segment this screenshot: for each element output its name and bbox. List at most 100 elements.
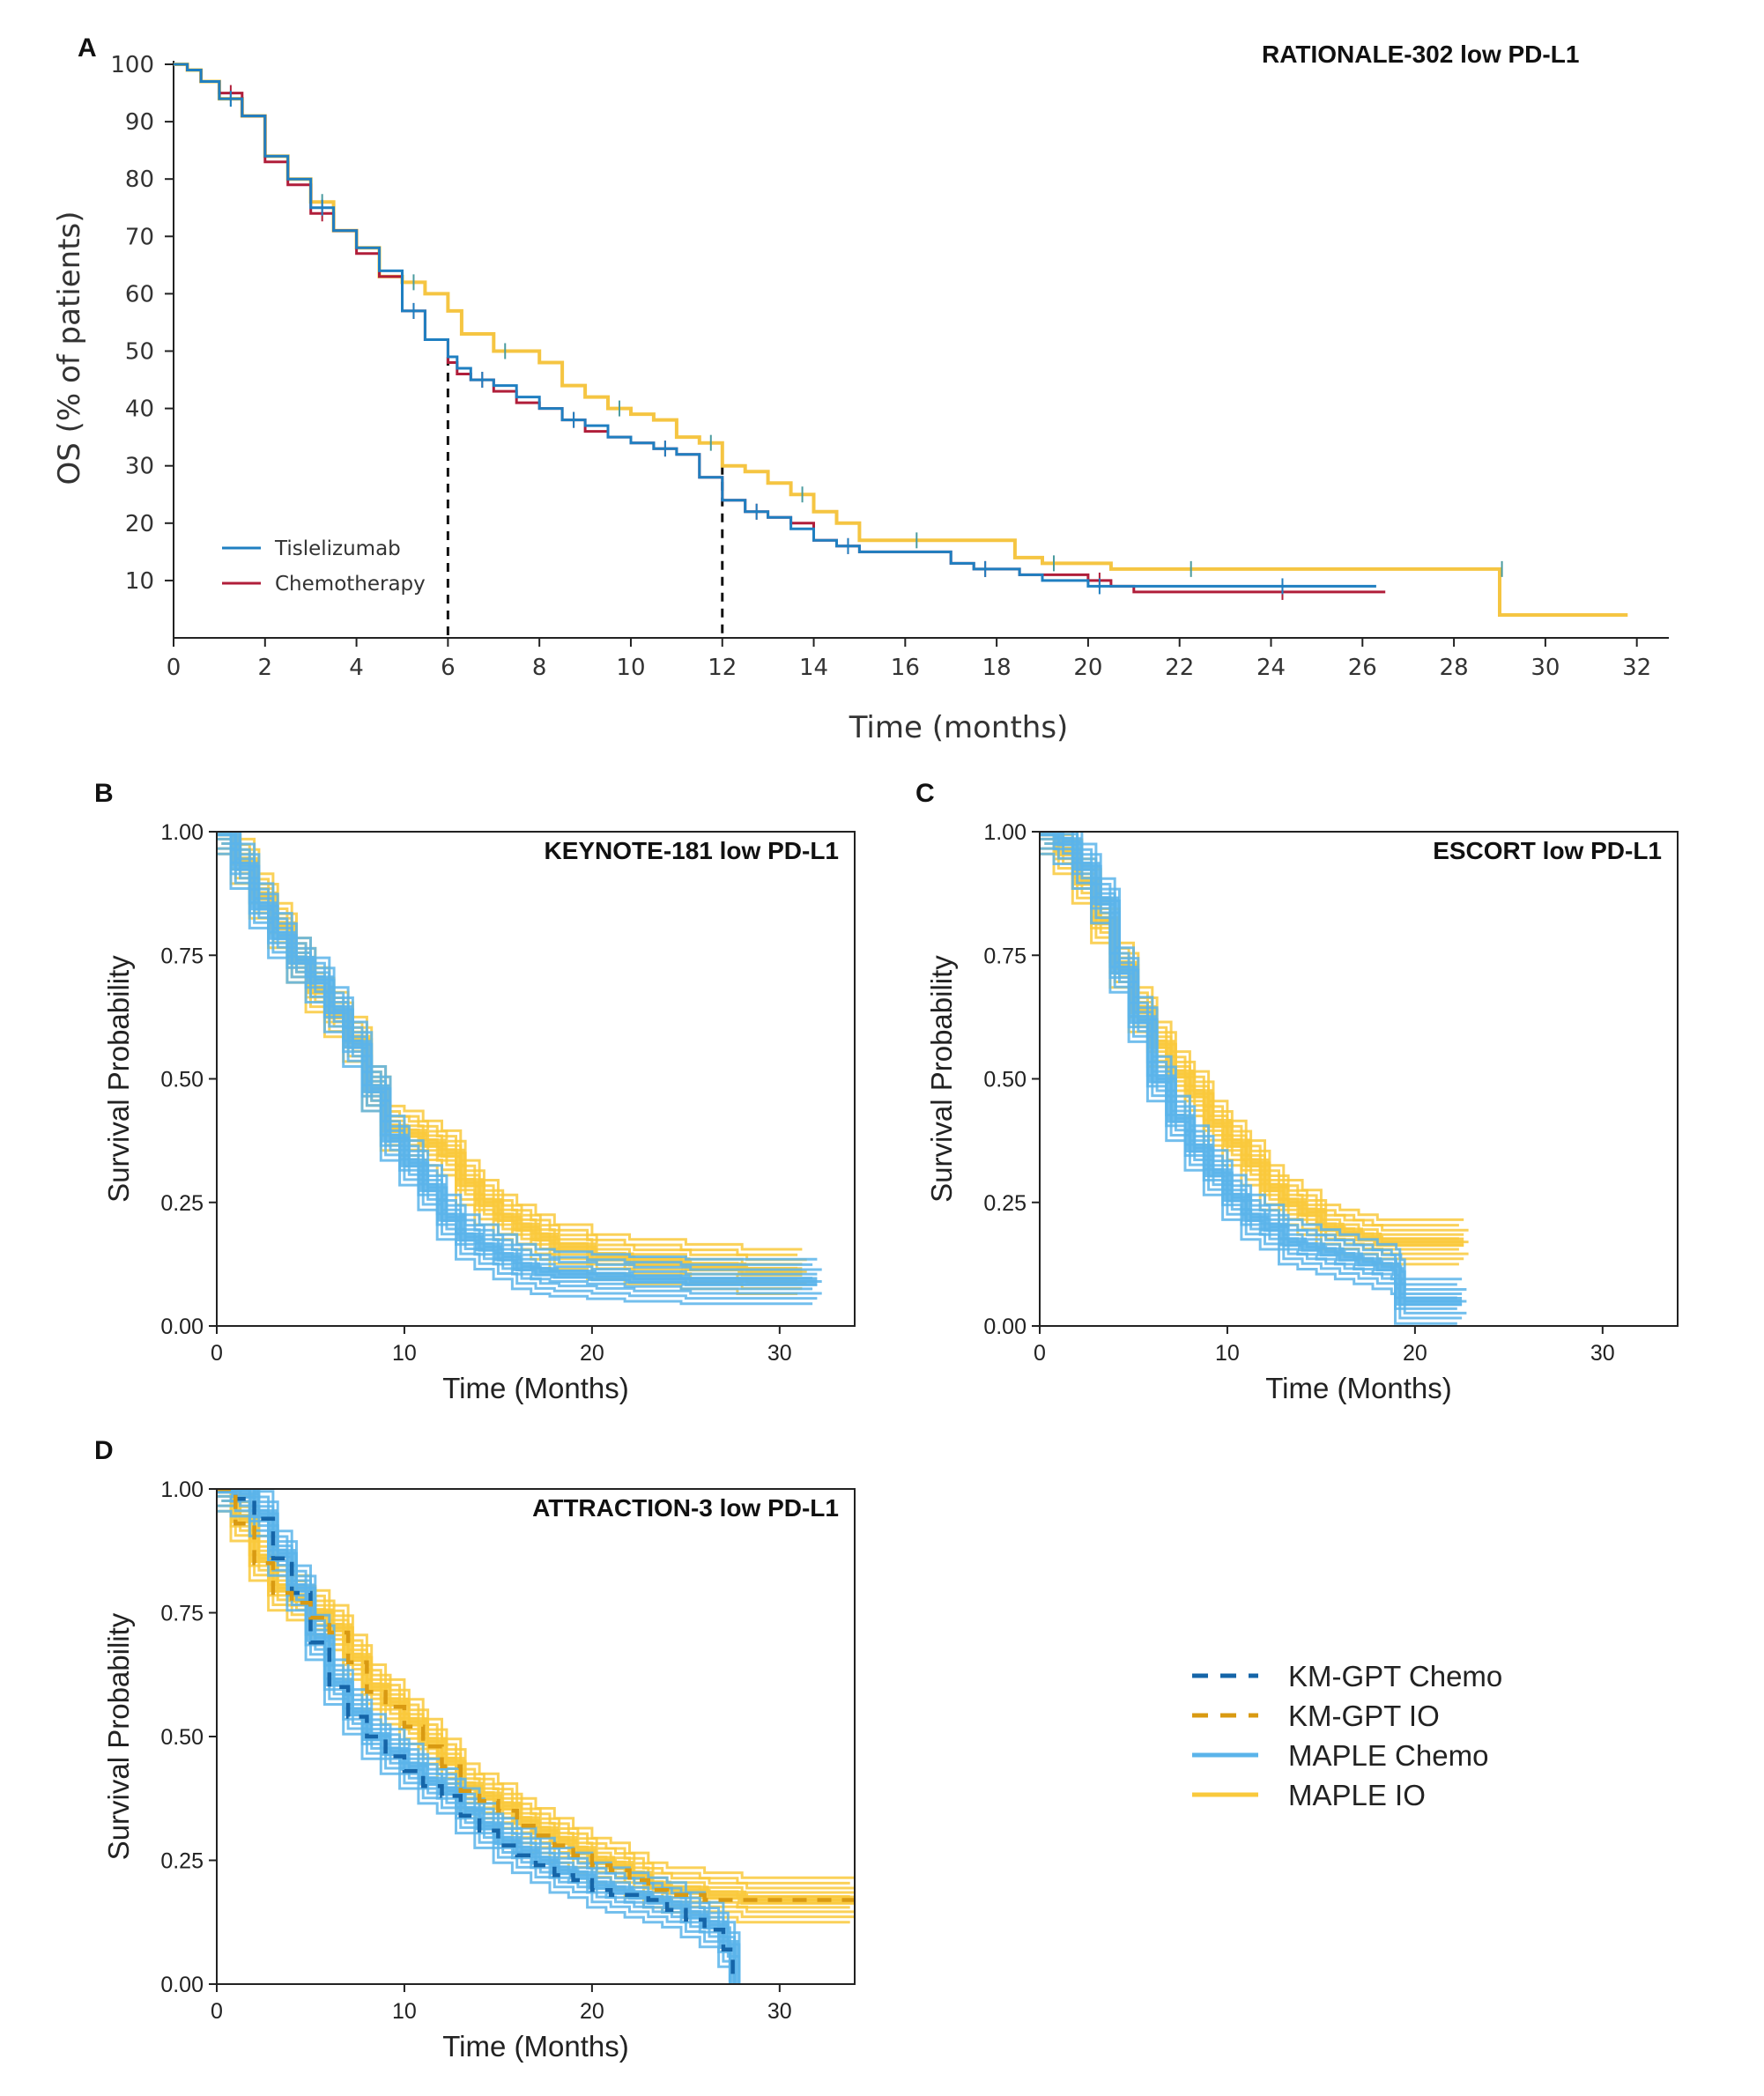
panel-c-xlabel: Time (Months) — [1265, 1372, 1451, 1404]
panel-c-ytick-label: 0.25 — [983, 1191, 1027, 1216]
panel-a-curve-chemotherapy — [174, 63, 1386, 594]
panel-d-curves — [217, 1489, 855, 1984]
panel-a-ytick-label: 10 — [125, 568, 154, 595]
panel-b-maple-io-sample — [229, 832, 798, 1256]
panel-b-maple-chemo-sample — [217, 852, 813, 1306]
panel-a-curves — [174, 63, 1628, 638]
panel-d-title: ATTRACTION-3 low PD-L1 — [532, 1494, 839, 1522]
panel-b-ytick-label: 0.00 — [160, 1315, 204, 1339]
panel-a-xlabel: Time (months) — [849, 710, 1069, 745]
panel-b: B KEYNOTE-181 low PD-L1 0 10 20 30 0.00 0.25 0.… — [94, 779, 856, 1404]
panel-d-ylabel: Survival Probability — [102, 1612, 135, 1860]
panel-a-xtick-label: 2 — [258, 655, 273, 681]
panel-a-xtick-label: 12 — [708, 655, 737, 681]
panel-b-ytick-label: 0.75 — [160, 944, 204, 968]
panel-d-ytick-label: 0.75 — [160, 1602, 204, 1626]
panel-c-ytick-label: 0.50 — [983, 1068, 1027, 1092]
panel-c-ytick-label: 0.00 — [983, 1315, 1027, 1339]
panel-d-frame — [216, 1488, 856, 1985]
panel-a-xtick-label: 30 — [1531, 655, 1560, 681]
panel-a-xtick-label: 10 — [616, 655, 645, 681]
panel-a-xtick-label: 16 — [891, 655, 920, 681]
panel-c-maple-chemo-sample — [1071, 832, 1457, 1286]
panel-letter-a: A — [78, 33, 97, 63]
legend-kmgpt-io-label: KM-GPT IO — [1288, 1700, 1440, 1732]
panel-a-ytick-label: 40 — [125, 396, 154, 423]
panel-c-maple-io-sample — [1062, 832, 1469, 1232]
panel-letter-b: B — [94, 779, 114, 808]
panel-c-xtick-label: 30 — [1590, 1341, 1615, 1366]
panel-d-maple-chemo-core — [217, 1489, 739, 1984]
panel-d-km-gpt-io-curve — [217, 1489, 855, 1902]
panel-c-maple-chemo-core — [1040, 832, 1463, 1306]
panel-d-ytick-label: 0.25 — [160, 1849, 204, 1874]
panel-a-xtick-label: 28 — [1440, 655, 1469, 681]
panel-c-maple-chemo-sample — [1040, 847, 1463, 1320]
legend-tislelizumab-label: Tislelizumab — [274, 537, 401, 560]
panel-b-maple-chemo-sample — [233, 832, 818, 1261]
legend-kmgpt-chemo-label: KM-GPT Chemo — [1288, 1660, 1502, 1692]
panel-b-ytick-label: 0.50 — [160, 1068, 204, 1092]
panel-b-plot: KEYNOTE-181 low PD-L1 0 10 20 30 0.00 0.25 0.50… — [102, 820, 856, 1404]
panel-a-xtick-label: 24 — [1256, 655, 1286, 681]
legend-maple-chemo-label: MAPLE Chemo — [1288, 1739, 1488, 1772]
panel-a-ytick-label: 30 — [125, 454, 154, 480]
panel-b-xtick-label: 10 — [392, 1341, 417, 1366]
panel-b-maple-chemo-sample — [239, 832, 822, 1271]
panel-c-xtick-label: 10 — [1215, 1341, 1240, 1366]
panel-a: A RATIONALE-302 low PD-L1 Time (months) … — [52, 33, 1669, 745]
panel-b-xlabel: Time (Months) — [442, 1372, 628, 1404]
panel-a-ytick-label: 100 — [110, 52, 154, 78]
panel-d-ytick-label: 0.00 — [160, 1973, 204, 1997]
panel-a-ticks: 0 2 4 6 8 10 12 14 16 18 20 22 24 26 28 30 3210203040506… — [110, 52, 1669, 681]
panel-a-curve-tislelizumab — [174, 63, 1376, 588]
panel-c-curves — [1040, 832, 1469, 1325]
panel-a-legend: Tislelizumab Chemotherapy — [222, 537, 426, 596]
panel-c-title: ESCORT low PD-L1 — [1433, 837, 1662, 864]
panel-c-xtick-label: 20 — [1403, 1341, 1427, 1366]
panel-letter-d: D — [94, 1436, 114, 1465]
panel-a-xtick-label: 32 — [1622, 655, 1651, 681]
panel-d-ytick-label: 1.00 — [160, 1478, 204, 1502]
panel-c-plot: ESCORT low PD-L1 0 10 20 30 0.00 0.25 0.50 0.75 1… — [925, 820, 1679, 1404]
panel-c-ylabel: Survival Probability — [925, 955, 958, 1203]
panel-d-xtick-label: 0 — [211, 1999, 223, 2024]
panel-a-xtick-label: 6 — [441, 655, 456, 681]
panel-d: D ATTRACTION-3 low PD-L1 0 10 20 30 0.00 0.25 0… — [94, 1436, 856, 2063]
panel-c-maple-chemo-sample — [1076, 832, 1463, 1281]
panel-a-title: RATIONALE-302 low PD-L1 — [1262, 41, 1579, 68]
panel-a-ylabel: OS (% of patients) — [52, 211, 87, 485]
panel-d-maple-chemo-sample — [253, 1489, 737, 1962]
panel-a-ytick-label: 80 — [125, 167, 154, 193]
legend-chemotherapy-label: Chemotherapy — [275, 573, 426, 596]
panel-d-xtick-label: 20 — [580, 1999, 604, 2024]
panel-a-xtick-label: 8 — [532, 655, 547, 681]
panel-b-maple-io-sample — [217, 847, 803, 1290]
panel-a-xtick-label: 26 — [1348, 655, 1377, 681]
panel-a-ytick-label: 70 — [125, 224, 154, 250]
panel-b-xtick-label: 0 — [211, 1341, 223, 1366]
main-legend: KM-GPT Chemo KM-GPT IO MAPLE Chemo MAPLE… — [1192, 1660, 1502, 1811]
panel-d-ytick-label: 0.50 — [160, 1725, 204, 1750]
panel-b-maple-io-sample — [233, 832, 803, 1266]
legend-maple-io-label: MAPLE IO — [1288, 1779, 1426, 1811]
panel-a-ytick-label: 90 — [125, 109, 154, 136]
panel-c-ytick-label: 0.75 — [983, 944, 1027, 968]
panel-a-xtick-label: 4 — [349, 655, 364, 681]
panel-d-xtick-label: 10 — [392, 1999, 417, 2024]
panel-b-maple-chemo-core — [217, 832, 818, 1286]
panel-d-xtick-label: 30 — [767, 1999, 792, 2024]
panel-b-ytick-label: 1.00 — [160, 820, 204, 845]
panel-b-title: KEYNOTE-181 low PD-L1 — [544, 837, 839, 864]
panel-c-xtick-label: 0 — [1034, 1341, 1046, 1366]
panel-d-plot: ATTRACTION-3 low PD-L1 0 10 20 30 0.00 0.25 0.5… — [102, 1478, 856, 2063]
panel-b-curves — [217, 832, 822, 1306]
panel-b-ytick-label: 0.25 — [160, 1191, 204, 1216]
panel-a-curve-rationale-302-yellow-curve — [174, 63, 1628, 617]
panel-a-ytick-label: 20 — [125, 511, 154, 537]
panel-a-xtick-label: 20 — [1073, 655, 1102, 681]
panel-d-xlabel: Time (Months) — [442, 2030, 628, 2063]
panel-b-xtick-label: 30 — [767, 1341, 792, 1366]
panel-a-ytick-label: 50 — [125, 339, 154, 366]
